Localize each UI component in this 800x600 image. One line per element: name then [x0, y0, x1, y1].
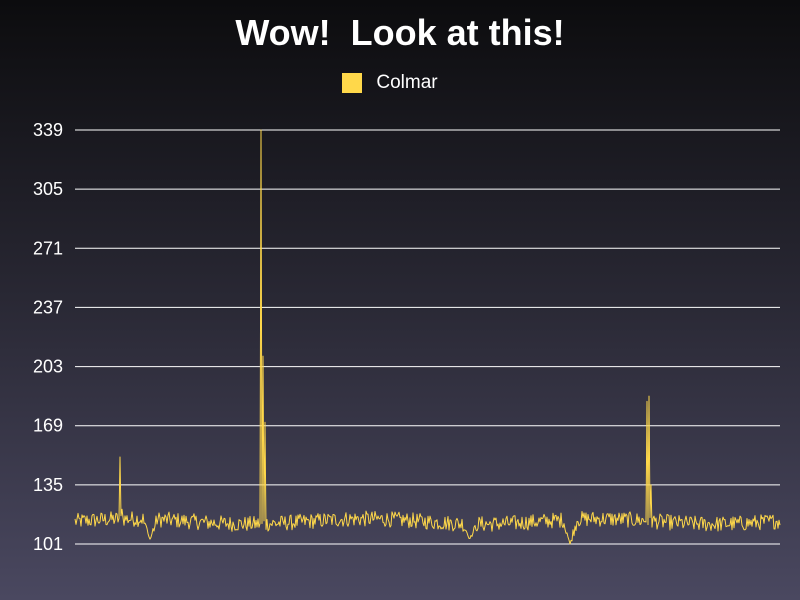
y-tick-label: 169	[33, 416, 63, 436]
y-tick-label: 203	[33, 357, 63, 377]
y-tick-label: 135	[33, 475, 63, 495]
series-line-colmar	[74, 129, 781, 545]
legend-label-colmar: Colmar	[376, 72, 438, 93]
y-tick-label: 339	[33, 120, 63, 140]
y-tick-label: 101	[33, 534, 63, 554]
y-tick-label: 237	[33, 297, 63, 317]
legend: Colmar	[0, 72, 800, 94]
chart-title: Wow! Look at this!	[235, 12, 565, 53]
legend-swatch-colmar	[342, 73, 363, 93]
y-tick-label: 271	[33, 238, 63, 258]
y-tick-label: 305	[33, 179, 63, 199]
